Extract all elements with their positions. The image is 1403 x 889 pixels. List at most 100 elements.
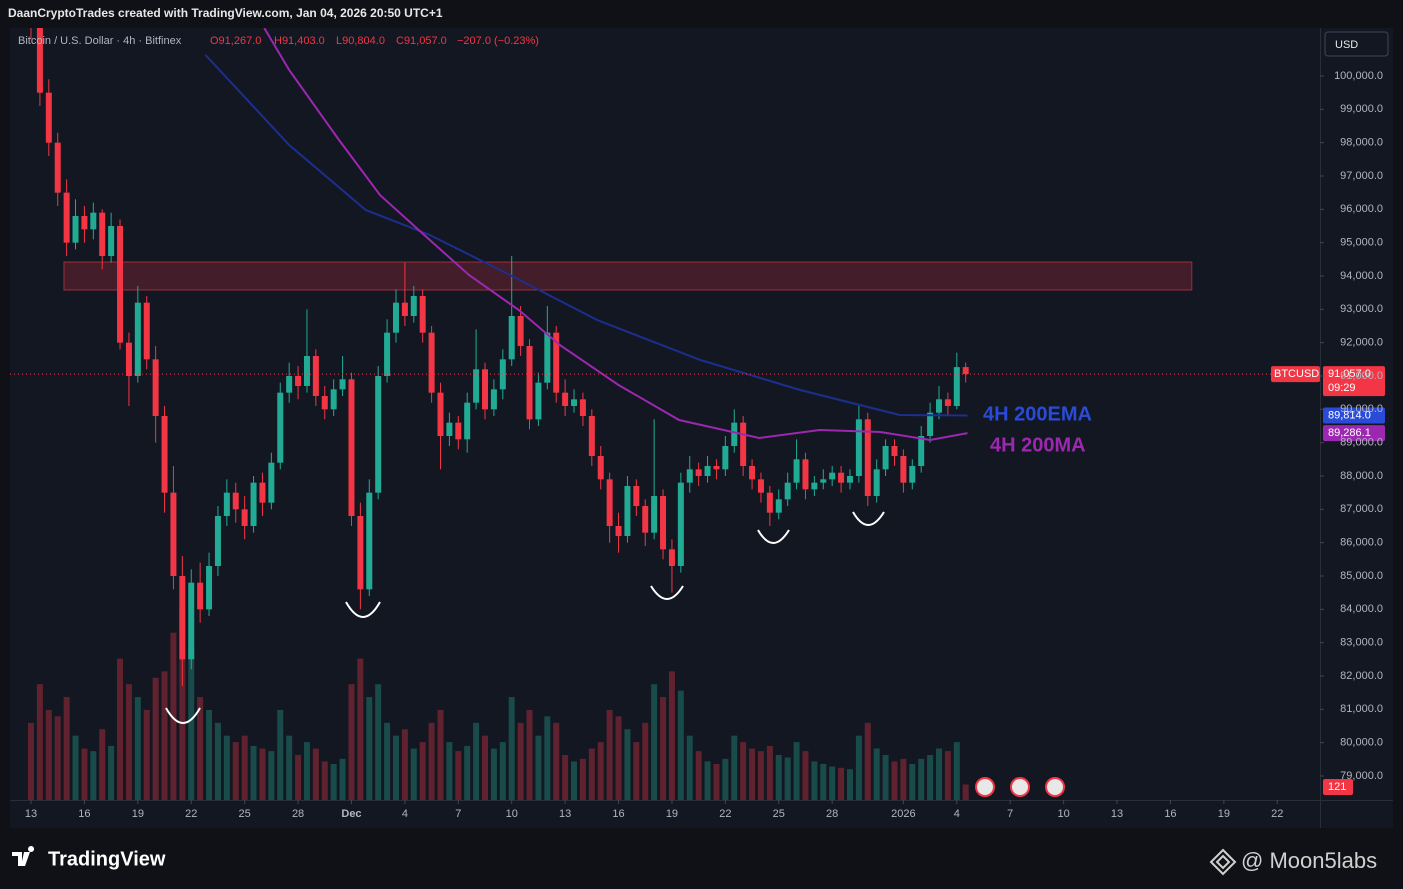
x-tick-label: 19 <box>1218 808 1230 820</box>
candle-body <box>72 216 79 243</box>
bottom-arc <box>165 707 201 724</box>
candle-body <box>962 367 969 375</box>
y-tick-label: 83,000.0 <box>1340 637 1383 649</box>
candle-body <box>366 492 373 590</box>
volume-bar <box>775 754 782 800</box>
watermark: @ Moon5labs <box>1241 848 1377 873</box>
volume-bar <box>953 742 960 800</box>
event-icon[interactable] <box>1010 777 1030 797</box>
volume-bar <box>384 722 391 800</box>
candle-body <box>553 332 560 393</box>
candle-body <box>526 346 533 420</box>
candle-body <box>81 216 88 230</box>
candle-body <box>677 482 684 566</box>
x-tick-label: Dec <box>341 808 361 820</box>
candle-body <box>384 332 391 376</box>
volume-bar <box>134 697 141 800</box>
volume-bar <box>553 722 560 800</box>
y-tick-label: 84,000.0 <box>1340 603 1383 615</box>
volume-tag-label: 121 <box>1328 781 1346 793</box>
brand-logo <box>12 846 35 866</box>
candle-body <box>757 479 764 493</box>
x-tick-label: 13 <box>1111 808 1123 820</box>
candle-body <box>517 316 524 346</box>
volume-bar <box>962 784 969 800</box>
candle-body <box>855 419 862 476</box>
volume-bar <box>303 742 310 800</box>
volume-bar <box>419 742 426 800</box>
candle-body <box>392 302 399 333</box>
x-tick-label: 28 <box>826 808 838 820</box>
volume-bar <box>28 722 35 800</box>
credit: DaanCryptoTrades created with TradingVie… <box>8 6 443 20</box>
candle-body <box>731 422 738 446</box>
volume-bar <box>330 763 337 800</box>
candle-body <box>357 516 364 590</box>
volume-bar <box>90 751 97 800</box>
volume-bar <box>891 761 898 800</box>
x-tick-label: 22 <box>1271 808 1283 820</box>
volume-bar <box>72 735 79 800</box>
bottom-arc <box>650 585 684 600</box>
candle-body <box>686 469 693 483</box>
volume-bar <box>517 722 524 800</box>
candle-body <box>250 482 257 526</box>
countdown: 09:29 <box>1328 382 1356 394</box>
y-tick-label: 82,000.0 <box>1340 670 1383 682</box>
candle-body <box>927 412 934 436</box>
candle-body <box>303 356 310 386</box>
x-tick-label: 22 <box>719 808 731 820</box>
ma-annotation: 4H 200EMA <box>983 403 1092 425</box>
volume-bar <box>357 658 364 800</box>
y-tick-label: 98,000.0 <box>1340 137 1383 149</box>
x-tick-label: 4 <box>402 808 408 820</box>
currency-box[interactable] <box>1324 31 1389 57</box>
candle-body <box>713 466 720 470</box>
volume-bar <box>54 716 61 800</box>
candle-body <box>312 356 319 396</box>
volume-bar <box>45 709 52 800</box>
candle-body <box>829 472 836 480</box>
resistance-zone <box>63 261 1193 291</box>
volume-bar <box>642 722 649 800</box>
y-tick-label: 81,000.0 <box>1340 703 1383 715</box>
volume-bar <box>295 754 302 800</box>
event-icon[interactable] <box>1045 777 1065 797</box>
overlay: 4H 200EMA 89,814.0 4H 200MA 89,286.1 BTCUSD 9… <box>983 366 1385 795</box>
x-tick-label: 4 <box>954 808 960 820</box>
volume-bar <box>526 709 533 800</box>
candle-body <box>321 396 328 410</box>
candle-body <box>295 376 302 386</box>
price-tag <box>1323 407 1385 424</box>
candle-body <box>90 212 97 230</box>
candle-body <box>232 492 239 510</box>
candle-body <box>562 392 569 406</box>
candle-body <box>651 496 658 533</box>
volume-bar <box>268 751 275 800</box>
y-tick-label: 80,000.0 <box>1340 737 1383 749</box>
volume-bar <box>232 742 239 800</box>
event-icon[interactable] <box>975 777 995 797</box>
y-tick-label: 94,000.0 <box>1340 270 1383 282</box>
y-tick-label: 96,000.0 <box>1340 203 1383 215</box>
ma-annotation: 4H 200MA <box>990 434 1086 456</box>
x-tick-label: 2026 <box>891 808 915 820</box>
x-tick-label: 19 <box>132 808 144 820</box>
volume-bar <box>170 632 177 800</box>
bottom-arc <box>852 511 885 526</box>
volume-bar <box>597 742 604 800</box>
volume-bar <box>686 735 693 800</box>
candle-body <box>108 226 115 256</box>
candle-body <box>544 332 551 383</box>
volume-bar <box>766 745 773 800</box>
volume-bar <box>757 751 764 800</box>
candle-body <box>766 492 773 513</box>
volume-bar <box>579 758 586 800</box>
candle-body <box>846 476 853 483</box>
candle-body <box>455 422 462 440</box>
candle-body <box>802 459 809 490</box>
candle-body <box>579 399 586 416</box>
candle-body <box>473 369 480 403</box>
volume-bar <box>152 677 159 800</box>
